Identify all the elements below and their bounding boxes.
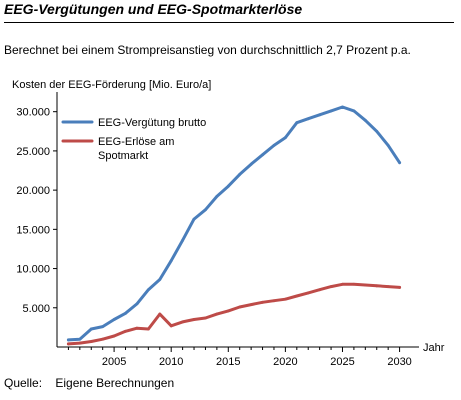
data-point (135, 302, 139, 306)
data-point (238, 305, 242, 309)
data-point (89, 327, 93, 331)
y-axis-label: Kosten der EEG-Förderung [Mio. Euro/a] (12, 79, 212, 91)
legend-label: EEG-Erlöse am Spotmarkt (98, 136, 174, 162)
data-point (363, 118, 367, 122)
data-point (215, 195, 219, 198)
data-point (341, 105, 344, 109)
data-point (272, 144, 276, 147)
data-point (283, 136, 287, 139)
data-point (398, 285, 401, 289)
data-point (283, 297, 287, 301)
data-point (101, 325, 105, 329)
x-axis-label: Jahr (423, 342, 445, 354)
chart-title: EEG-Vergütungen und EEG-Spotmarkterlöse (4, 1, 303, 17)
data-point (318, 113, 322, 117)
x-tick-label: 2025 (330, 356, 354, 368)
data-point (158, 278, 162, 281)
data-point (306, 291, 310, 295)
source-value: Eigene Berechnungen (55, 376, 175, 390)
data-point (146, 327, 150, 331)
data-point (363, 283, 367, 287)
data-point (204, 208, 207, 212)
x-tick-label: 2005 (102, 356, 126, 368)
data-point (329, 109, 333, 113)
y-tick-label: 10.000 (16, 264, 50, 276)
data-point (261, 300, 264, 304)
x-tick-label: 2030 (387, 356, 411, 368)
data-point (386, 144, 390, 147)
data-point (352, 109, 356, 113)
data-point (78, 341, 82, 345)
series-line-1 (66, 282, 402, 346)
data-point (112, 318, 116, 321)
chart-subtitle: Berechnet bei einem Strompreisanstieg vo… (4, 43, 411, 57)
data-point (272, 299, 276, 303)
data-point (181, 238, 185, 242)
data-point (398, 161, 401, 165)
legend-label: EEG-Vergütung brutto (98, 117, 206, 129)
y-tick-label: 30.000 (16, 107, 50, 119)
y-tick-label: 25.000 (16, 146, 50, 158)
data-point (318, 288, 322, 292)
data-point (112, 334, 116, 338)
data-point (124, 329, 127, 333)
y-tick-label: 5.000 (22, 303, 50, 315)
data-point (329, 285, 333, 289)
data-point (89, 340, 93, 343)
data-point (204, 316, 207, 320)
data-point (135, 326, 139, 330)
data-point (386, 285, 390, 289)
data-point (215, 312, 219, 316)
data-point (249, 162, 253, 166)
data-point (306, 117, 310, 121)
data-point (238, 173, 242, 176)
data-point (226, 184, 230, 188)
data-point (295, 121, 299, 125)
data-point (67, 338, 70, 342)
series-line-0 (66, 105, 402, 342)
data-point (124, 311, 127, 315)
title-divider (4, 22, 454, 23)
data-point (261, 153, 264, 157)
data-point (67, 342, 70, 346)
data-point (101, 337, 105, 341)
y-tick-label: 15.000 (16, 224, 50, 236)
x-tick-label: 2015 (216, 356, 240, 368)
y-tick-label: 20.000 (16, 185, 50, 197)
data-point (341, 282, 344, 286)
source-label: Quelle: (4, 376, 43, 390)
source-note: Quelle: Eigene Berechnungen (4, 376, 174, 390)
data-point (226, 309, 230, 313)
data-point (352, 282, 356, 286)
data-point (295, 294, 299, 298)
data-point (192, 318, 196, 321)
data-point (375, 129, 379, 133)
data-point (375, 284, 379, 288)
data-point (146, 288, 150, 292)
data-point (78, 337, 82, 341)
data-point (181, 320, 185, 324)
data-point (169, 259, 173, 263)
data-point (169, 324, 173, 328)
data-point (158, 312, 162, 316)
x-tick-label: 2010 (159, 356, 183, 368)
data-point (192, 217, 196, 221)
x-tick-label: 2020 (273, 356, 297, 368)
data-point (249, 303, 253, 307)
